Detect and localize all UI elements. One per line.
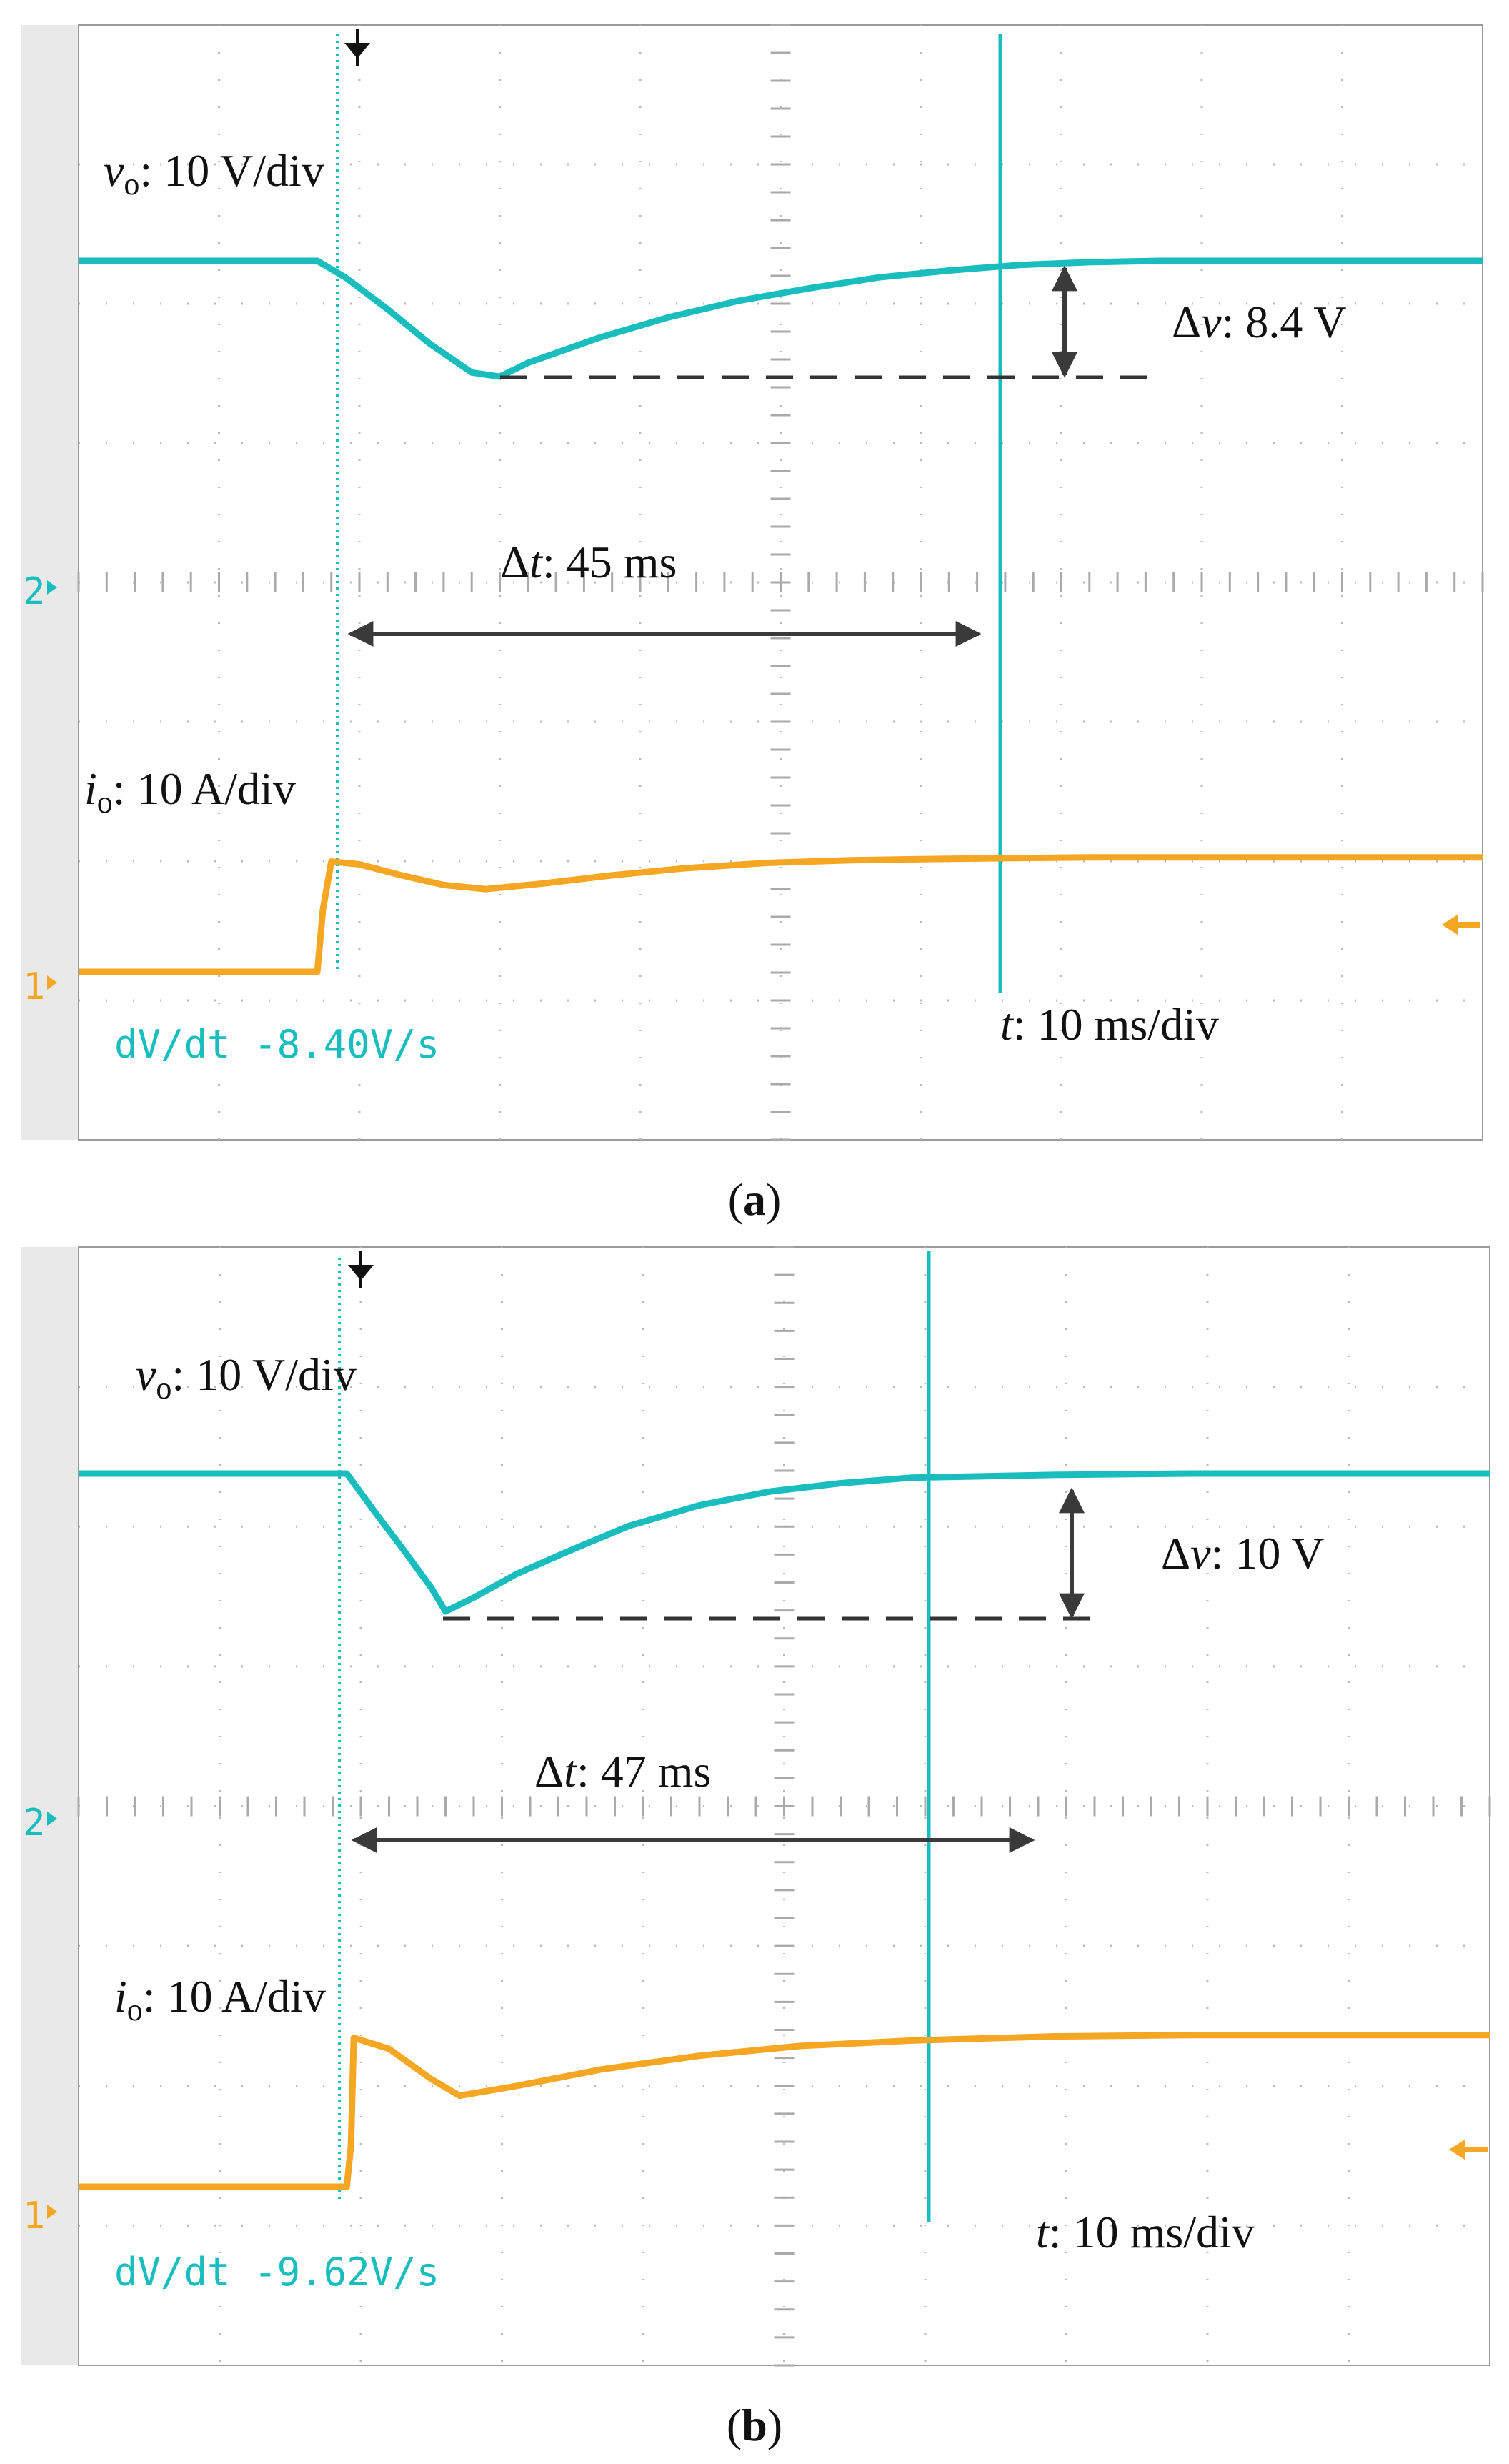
panel-a-dvdt-readout: dV/dt -8.40V/s xyxy=(114,1022,439,1067)
panel-b-io-scale-label: io: 10 A/div xyxy=(114,1971,326,2027)
panel-a-delta-t-label: Δt: 45 ms xyxy=(500,537,677,587)
panel-b-ch2-marker: 2 xyxy=(23,1802,57,1844)
panel-b-dvdt-readout: dV/dt -9.62V/s xyxy=(114,2250,439,2295)
panel-a-ground-marker-icon xyxy=(1442,915,1480,935)
panel-a-ch2-label: 2 xyxy=(23,570,45,613)
panel-a-time-scale-label: t: 10 ms/div xyxy=(1000,999,1219,1050)
panel-a-vo-scale-label: vo: 10 V/div xyxy=(104,145,324,202)
panel-b-center-ticks xyxy=(77,1246,1491,2367)
panel-a-delta-v-label: Δv: 8.4 V xyxy=(1172,297,1346,347)
panel-a-grid xyxy=(77,24,1484,1141)
panel-a-trigger-icon xyxy=(344,29,370,66)
panel-a-center-ticks xyxy=(77,24,1484,1141)
panel-b-ch1-arrow-icon xyxy=(47,2205,57,2219)
panel-a-vo-trace xyxy=(79,257,1483,380)
panel-b-vo-trace xyxy=(79,1470,1490,1615)
panel-b: 2 1 vo: 10 V/div io: 10 A/div Δv: 10 V Δ… xyxy=(21,1246,1491,2367)
panel-a-ch1-marker: 1 xyxy=(23,965,57,1008)
panel-b-vo-scale-label: vo: 10 V/div xyxy=(136,1349,357,1406)
panel-a-ch1-arrow-icon xyxy=(47,975,57,990)
panel-b-io-trace xyxy=(79,2032,1490,2190)
panel-a-caption: (a) xyxy=(728,1174,782,1225)
panel-b-ch2-label: 2 xyxy=(23,1802,45,1844)
panel-a-ch2-arrow-icon xyxy=(47,580,57,595)
panel-b-caption: (b) xyxy=(727,2400,782,2450)
panel-b-ch2-arrow-icon xyxy=(47,1812,57,1826)
panel-b-time-scale-label: t: 10 ms/div xyxy=(1036,2207,1255,2257)
panel-b-ch1-label: 1 xyxy=(23,2195,45,2237)
panel-a: 2 1 vo: 10 V/div io: 10 A/div Δv: 8.4 V … xyxy=(21,24,1484,1141)
panel-a-io-scale-label: io: 10 A/div xyxy=(84,763,296,820)
panel-b-ch1-marker: 1 xyxy=(23,2195,57,2237)
panel-b-trigger-icon xyxy=(348,1251,374,1288)
panel-a-io-trace xyxy=(79,854,1483,975)
panel-b-delta-v-label: Δv: 10 V xyxy=(1161,1528,1324,1579)
panel-a-ch1-label: 1 xyxy=(23,965,45,1008)
panel-b-grid xyxy=(77,1246,1491,2367)
panel-b-delta-t-label: Δt: 47 ms xyxy=(534,1746,711,1797)
panel-b-ground-marker-icon xyxy=(1449,2140,1488,2160)
panel-a-ch2-marker: 2 xyxy=(23,570,57,613)
